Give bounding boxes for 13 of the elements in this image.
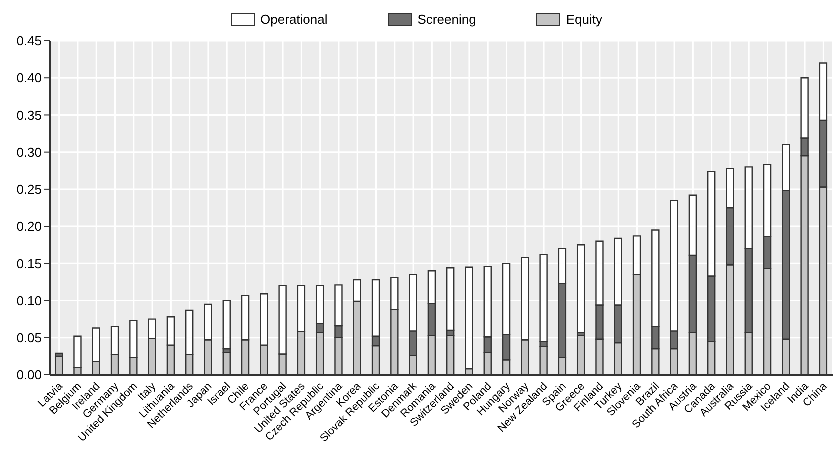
y-tick-label: 0.30 (16, 144, 42, 160)
legend-label: Operational (260, 12, 328, 27)
y-tick-label: 0.25 (16, 182, 42, 198)
y-tick-label: 0.00 (16, 368, 42, 383)
y-tick-label: 0.15 (16, 256, 42, 272)
y-tick-label: 0.45 (16, 34, 42, 49)
legend-label: Screening (416, 12, 476, 27)
legend-label: Equity (565, 12, 602, 27)
y-tick-label: 0.10 (16, 293, 42, 308)
y-tick-label: 0.20 (16, 219, 42, 234)
y-tick-label: 0.40 (16, 70, 42, 86)
y-tick-label: 0.05 (16, 330, 42, 346)
y-tick-label: 0.35 (16, 108, 42, 123)
